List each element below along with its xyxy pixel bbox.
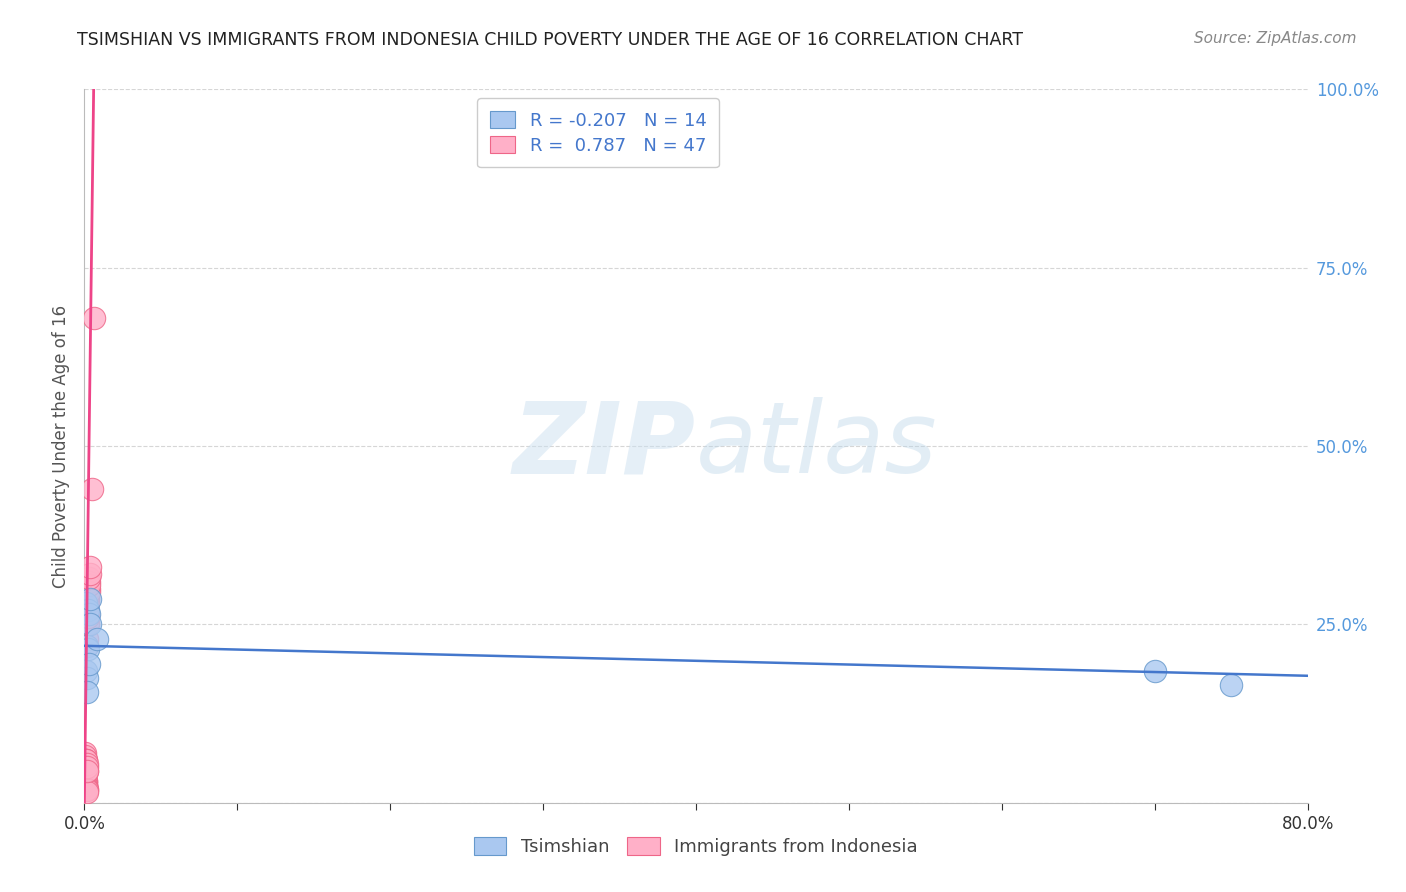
Point — [76, 632, 98, 646]
Point — [77, 585, 100, 599]
Point — [76, 685, 98, 699]
Point — [75, 780, 97, 794]
Point — [75, 760, 97, 774]
Point — [76, 607, 98, 621]
Point — [75, 778, 97, 792]
Point — [76, 639, 98, 653]
Text: TSIMSHIAN VS IMMIGRANTS FROM INDONESIA CHILD POVERTY UNDER THE AGE OF 16 CORRELA: TSIMSHIAN VS IMMIGRANTS FROM INDONESIA C… — [77, 31, 1024, 49]
Point — [75, 756, 97, 771]
Point — [75, 753, 97, 767]
Point — [76, 783, 98, 797]
Point — [77, 571, 100, 585]
Point — [75, 771, 97, 785]
Point — [1220, 678, 1243, 692]
Point — [75, 746, 97, 760]
Point — [77, 592, 100, 607]
Text: Source: ZipAtlas.com: Source: ZipAtlas.com — [1194, 31, 1357, 46]
Point — [76, 642, 98, 657]
Point — [75, 776, 97, 790]
Point — [75, 774, 97, 789]
Point — [76, 639, 98, 653]
Point — [76, 617, 98, 632]
Point — [1143, 664, 1166, 678]
Point — [76, 764, 98, 778]
Text: atlas: atlas — [696, 398, 938, 494]
Point — [75, 772, 97, 787]
Point — [73, 769, 96, 783]
Point — [75, 753, 97, 767]
Point — [73, 756, 96, 771]
Point — [73, 753, 96, 767]
Point — [79, 560, 101, 574]
Point — [77, 607, 100, 621]
Point — [86, 632, 108, 646]
Point — [77, 585, 100, 599]
Point — [76, 785, 98, 799]
Point — [77, 589, 100, 603]
Point — [76, 781, 98, 796]
Point — [77, 596, 100, 610]
Point — [77, 603, 100, 617]
Point — [76, 764, 98, 778]
Point — [79, 592, 101, 607]
Point — [79, 617, 101, 632]
Point — [76, 617, 98, 632]
Point — [75, 749, 97, 764]
Point — [75, 596, 97, 610]
Point — [76, 671, 98, 685]
Point — [75, 760, 97, 774]
Point — [75, 778, 97, 792]
Point — [76, 756, 98, 771]
Y-axis label: Child Poverty Under the Age of 16: Child Poverty Under the Age of 16 — [52, 304, 70, 588]
Point — [80, 482, 103, 496]
Point — [75, 753, 97, 767]
Point — [76, 760, 98, 774]
Point — [79, 567, 101, 582]
Point — [73, 767, 96, 781]
Point — [75, 774, 97, 789]
Point — [77, 574, 100, 589]
Text: ZIP: ZIP — [513, 398, 696, 494]
Point — [77, 610, 100, 624]
Point — [77, 578, 100, 592]
Point — [75, 664, 97, 678]
Point — [77, 582, 100, 596]
Point — [75, 774, 97, 789]
Legend: Tsimshian, Immigrants from Indonesia: Tsimshian, Immigrants from Indonesia — [465, 829, 927, 865]
Point — [83, 310, 105, 325]
Point — [77, 657, 100, 671]
